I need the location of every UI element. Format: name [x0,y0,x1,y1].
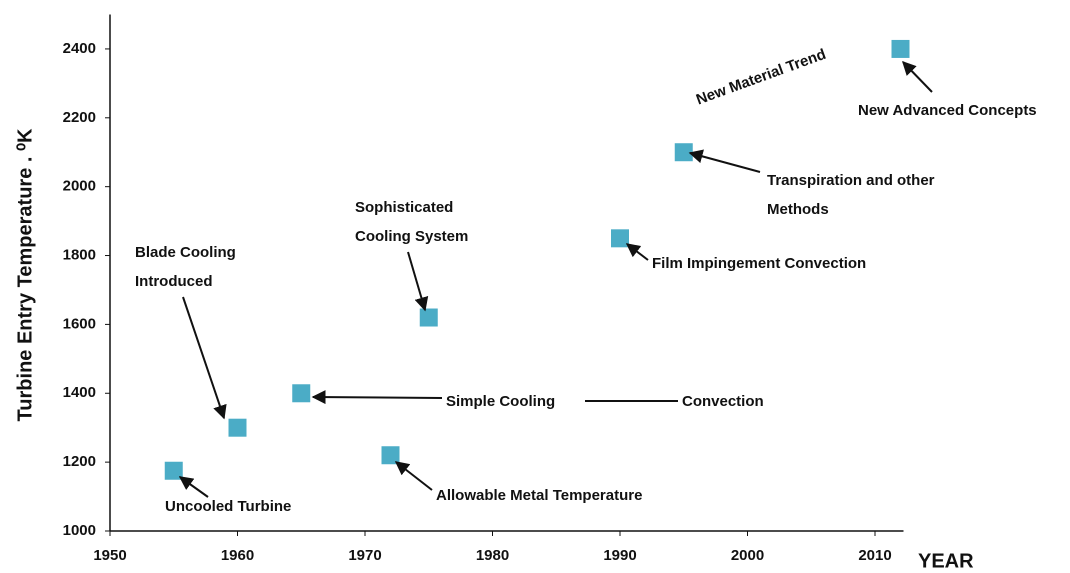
y-tick-label: 2200 [63,109,96,126]
annotation: Uncooled Turbine [165,498,291,515]
annotation: Blade Cooling [135,244,236,261]
marker [891,39,910,58]
annotation-arrow [688,149,761,173]
x-tick-label: 1960 [221,547,254,564]
marker [419,308,438,327]
marker [381,446,400,465]
marker [292,384,311,403]
y-axis-label: Turbine Entry Temperature . ⁰K [14,128,36,421]
annotation: Allowable Metal Temperature [436,487,642,504]
marker [164,461,183,480]
x-tick-label: 2000 [731,547,764,564]
annotation: New Material Trend [694,46,828,109]
annotation: Convection [682,393,764,410]
annotation: Cooling System [355,228,468,245]
x-tick-label: 1950 [93,547,126,564]
x-tick-label: 2010 [858,547,891,564]
annotation-arrow [625,243,649,261]
annotation: New Advanced Concepts [858,102,1037,119]
annotation-arrow [407,251,429,312]
x-tick-label: 1980 [476,547,509,564]
x-tick-label: 1970 [348,547,381,564]
annotation-arrow [178,476,209,498]
annotation: Methods [767,201,829,218]
annotation: Transpiration and other [767,172,935,189]
marker [228,418,247,437]
y-tick-label: 1200 [63,453,96,470]
y-tick-label: 1800 [63,247,96,264]
annotation: Simple Cooling [446,393,555,410]
y-tick-label: 1000 [63,522,96,539]
y-tick-label: 1400 [63,384,96,401]
x-axis-label: YEAR [918,550,974,572]
annotation: Introduced [135,273,213,290]
annotation: Film Impingement Convection [652,255,866,272]
annotation-arrow [394,461,433,491]
y-tick-label: 1600 [63,315,96,332]
annotation-arrow [182,296,227,420]
marker [611,229,629,248]
x-tick-label: 1990 [603,547,636,564]
y-tick-label: 2400 [63,40,96,57]
annotation: Sophisticated [355,199,453,216]
y-tick-label: 2000 [63,178,96,195]
annotation-arrow [311,390,443,405]
annotation-arrow [902,60,933,93]
marker [674,143,693,162]
